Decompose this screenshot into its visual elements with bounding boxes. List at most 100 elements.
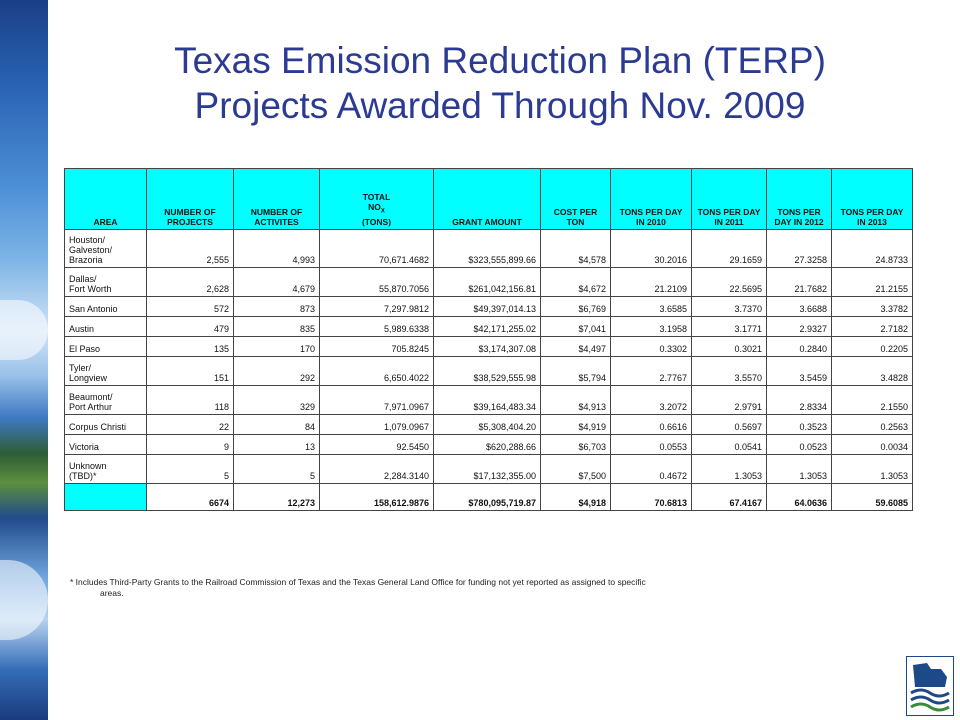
cell-t2010: 2.7767 bbox=[610, 356, 692, 386]
cell-activities: 329 bbox=[233, 385, 320, 415]
header-activities: NUMBER OF ACTIVITES bbox=[233, 168, 320, 230]
decorative-side-photo bbox=[0, 0, 48, 720]
cell-grant: $42,171,255.02 bbox=[433, 316, 541, 337]
cell-projects: 5 bbox=[146, 454, 234, 484]
total-projects: 6674 bbox=[146, 483, 234, 511]
table-row: Unknown (TBD)* 5 5 2,284.3140 $17,132,355.00… bbox=[64, 454, 913, 484]
header-area: AREA bbox=[64, 168, 147, 230]
cell-projects: 22 bbox=[146, 414, 234, 435]
header-cost-per-ton: COST PER TON bbox=[540, 168, 611, 230]
cell-t2012: 2.8334 bbox=[766, 385, 832, 415]
cell-t2011: 22.5695 bbox=[691, 267, 767, 297]
header-nox-symbol: NO bbox=[368, 202, 381, 213]
cell-projects: 2,555 bbox=[146, 229, 234, 268]
cell-activities: 170 bbox=[233, 336, 320, 357]
cell-area: Beaumont/ Port Arthur bbox=[64, 385, 147, 415]
cell-t2012: 27.3258 bbox=[766, 229, 832, 268]
cell-projects: 151 bbox=[146, 356, 234, 386]
total-t2010: 70.6813 bbox=[610, 483, 692, 511]
table-row: Beaumont/ Port Arthur 118 329 7,971.0967 $39… bbox=[64, 385, 913, 415]
header-tons-2013: TONS PER DAY IN 2013 bbox=[831, 168, 913, 230]
tceq-logo-icon bbox=[906, 656, 954, 716]
cell-area: Corpus Christi bbox=[64, 414, 147, 435]
table-row: Houston/ Galveston/ Brazoria 2,555 4,993 70… bbox=[64, 229, 913, 268]
cell-cost: $7,041 bbox=[540, 316, 611, 337]
cell-nox: 70,671.4682 bbox=[319, 229, 434, 268]
cell-t2010: 0.6616 bbox=[610, 414, 692, 435]
cell-activities: 84 bbox=[233, 414, 320, 435]
cell-t2011: 0.0541 bbox=[691, 434, 767, 455]
cell-projects: 118 bbox=[146, 385, 234, 415]
header-tons-2010: TONS PER DAY IN 2010 bbox=[610, 168, 692, 230]
cell-nox: 55,870.7056 bbox=[319, 267, 434, 297]
cell-area: San Antonio bbox=[64, 296, 147, 317]
cell-t2011: 2.9791 bbox=[691, 385, 767, 415]
header-tons-2012: TONS PER DAY IN 2012 bbox=[766, 168, 832, 230]
cell-t2013: 2.1550 bbox=[831, 385, 913, 415]
cell-nox: 705.8245 bbox=[319, 336, 434, 357]
cell-area: Victoria bbox=[64, 434, 147, 455]
cell-area: El Paso bbox=[64, 336, 147, 357]
cell-t2010: 0.0553 bbox=[610, 434, 692, 455]
terp-projects-table: AREA NUMBER OF PROJECTS NUMBER OF ACTIVI… bbox=[64, 168, 913, 511]
cell-t2012: 2.9327 bbox=[766, 316, 832, 337]
title-line-2: Projects Awarded Through Nov. 2009 bbox=[194, 85, 806, 126]
footnote-line-2: areas. bbox=[100, 588, 124, 598]
cell-grant: $323,555,899.66 bbox=[433, 229, 541, 268]
cell-t2012: 3.6688 bbox=[766, 296, 832, 317]
cell-grant: $261,042,156.81 bbox=[433, 267, 541, 297]
cell-t2013: 1.3053 bbox=[831, 454, 913, 484]
cell-activities: 292 bbox=[233, 356, 320, 386]
cell-t2011: 29.1659 bbox=[691, 229, 767, 268]
cell-t2011: 3.5570 bbox=[691, 356, 767, 386]
cell-t2012: 3.5459 bbox=[766, 356, 832, 386]
table-row: Austin 479 835 5,989.6338 $42,171,255.02 $7,0… bbox=[64, 316, 913, 337]
cell-t2013: 21.2155 bbox=[831, 267, 913, 297]
cell-activities: 5 bbox=[233, 454, 320, 484]
cell-cost: $6,703 bbox=[540, 434, 611, 455]
footnote-line-1: * Includes Third-Party Grants to the Rai… bbox=[70, 577, 646, 587]
cell-t2012: 0.0523 bbox=[766, 434, 832, 455]
cell-grant: $3,174,307.08 bbox=[433, 336, 541, 357]
cell-cost: $4,913 bbox=[540, 385, 611, 415]
cell-t2011: 0.5697 bbox=[691, 414, 767, 435]
cell-t2010: 0.4672 bbox=[610, 454, 692, 484]
cell-grant: $5,308,404.20 bbox=[433, 414, 541, 435]
cell-cost: $7,500 bbox=[540, 454, 611, 484]
cell-nox: 92.5450 bbox=[319, 434, 434, 455]
cell-activities: 4,993 bbox=[233, 229, 320, 268]
cell-nox: 5,989.6338 bbox=[319, 316, 434, 337]
cell-t2010: 21.2109 bbox=[610, 267, 692, 297]
cell-t2010: 3.1958 bbox=[610, 316, 692, 337]
header-nox-subscript: X bbox=[380, 209, 385, 215]
total-row-label-cell bbox=[64, 483, 147, 511]
total-activities: 12,273 bbox=[233, 483, 320, 511]
cell-t2010: 3.6585 bbox=[610, 296, 692, 317]
total-t2012: 64.0636 bbox=[766, 483, 832, 511]
cell-activities: 13 bbox=[233, 434, 320, 455]
cell-projects: 572 bbox=[146, 296, 234, 317]
cell-grant: $39,164,483.34 bbox=[433, 385, 541, 415]
total-t2013: 59.6085 bbox=[831, 483, 913, 511]
cell-projects: 135 bbox=[146, 336, 234, 357]
cell-grant: $17,132,355.00 bbox=[433, 454, 541, 484]
cell-activities: 835 bbox=[233, 316, 320, 337]
cell-nox: 1,079.0967 bbox=[319, 414, 434, 435]
total-nox: 158,612.9876 bbox=[319, 483, 434, 511]
cell-cost: $6,769 bbox=[540, 296, 611, 317]
cell-t2013: 2.7182 bbox=[831, 316, 913, 337]
cell-t2011: 3.1771 bbox=[691, 316, 767, 337]
cell-projects: 479 bbox=[146, 316, 234, 337]
slide-title: Texas Emission Reduction Plan (TERP) Pro… bbox=[60, 38, 940, 128]
cell-t2010: 0.3302 bbox=[610, 336, 692, 357]
table-row: Corpus Christi 22 84 1,079.0967 $5,308,404.2… bbox=[64, 414, 913, 435]
cell-t2010: 3.2072 bbox=[610, 385, 692, 415]
footnote: * Includes Third-Party Grants to the Rai… bbox=[70, 577, 830, 599]
cell-t2011: 0.3021 bbox=[691, 336, 767, 357]
cell-cost: $4,672 bbox=[540, 267, 611, 297]
cell-t2013: 0.2205 bbox=[831, 336, 913, 357]
cell-area: Houston/ Galveston/ Brazoria bbox=[64, 229, 147, 268]
cell-nox: 7,971.0967 bbox=[319, 385, 434, 415]
header-tons-2011: TONS PER DAY IN 2011 bbox=[691, 168, 767, 230]
header-total-nox: TOTAL NOX (TONS) bbox=[319, 168, 434, 230]
